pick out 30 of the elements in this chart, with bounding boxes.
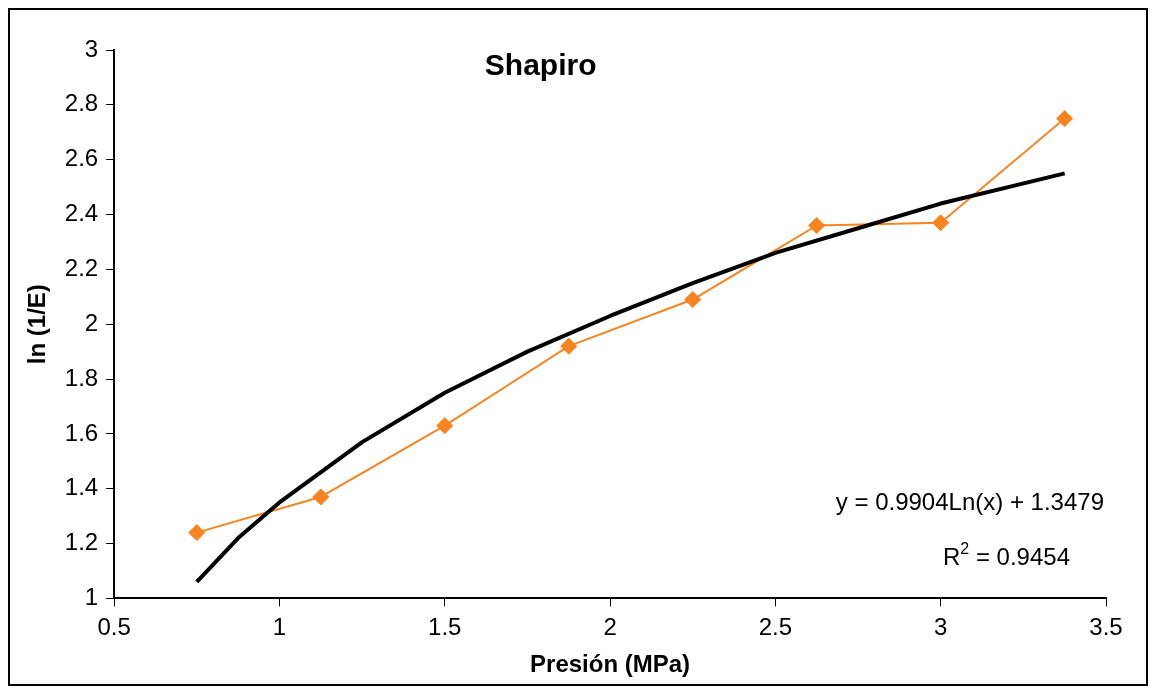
point (932, 214, 950, 232)
y-tick-label: 2.6 (64, 144, 99, 172)
point (1056, 110, 1074, 128)
x-tick-label: 2.5 (758, 613, 793, 641)
x-tick-label: 0.5 (97, 613, 131, 641)
annotation: y = 0.9904Ln(x) + 1.3479 (835, 488, 1105, 516)
x-tick-label: 1 (272, 613, 287, 641)
y-axis-title: ln (1/E) (23, 284, 51, 365)
point (808, 216, 826, 234)
x-tick-label: 3.5 (1089, 613, 1123, 641)
x-tick-label: 1.5 (428, 613, 462, 641)
chart-title: Shapiro (484, 48, 597, 81)
y-tick-label: 2.2 (64, 253, 99, 281)
point (684, 291, 702, 309)
point (312, 488, 330, 506)
y-tick-label: 2.8 (64, 89, 99, 117)
y-tick-label: 1 (84, 583, 99, 611)
point (436, 417, 454, 435)
y-tick-label: 1.6 (64, 418, 99, 446)
y-tick-label: 2 (84, 308, 99, 336)
x-axis-title: Presión (MPa) (530, 650, 691, 678)
point (188, 524, 206, 542)
x-tick-label: 2 (603, 613, 617, 641)
y-tick-label: 1.4 (64, 473, 99, 501)
y-tick-label: 2.4 (64, 199, 99, 227)
y-tick-label: 1.2 (64, 528, 99, 556)
point (560, 337, 578, 355)
x-tick-label: 3 (934, 613, 948, 641)
y-tick-label: 1.8 (64, 363, 99, 391)
y-tick-label: 3 (84, 34, 99, 62)
